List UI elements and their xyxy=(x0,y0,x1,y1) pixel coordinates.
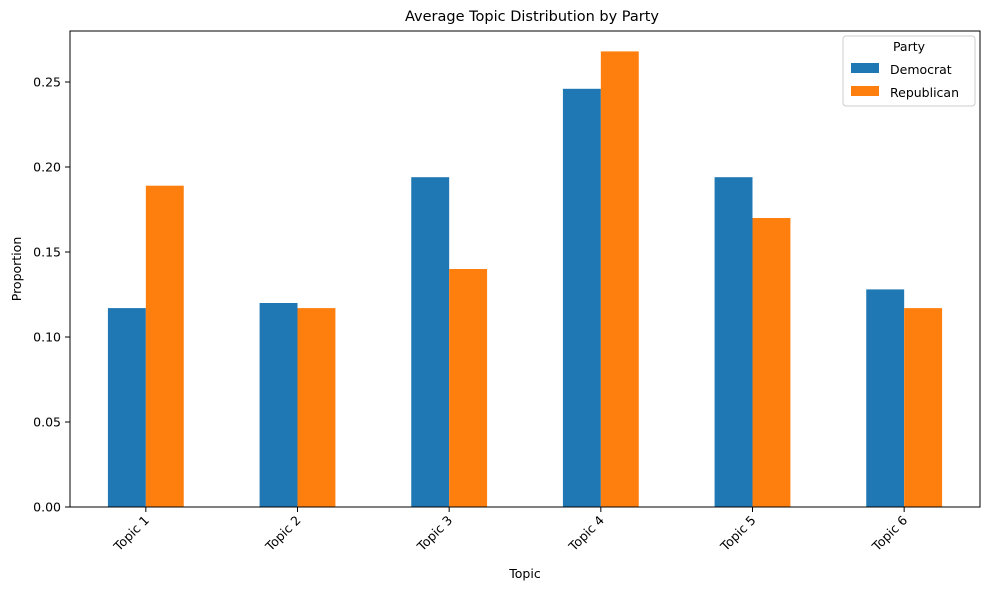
bar-republican-topic-1 xyxy=(145,185,184,507)
legend-swatch-democrat xyxy=(851,63,879,73)
bar-republican-topic-4 xyxy=(600,51,639,508)
y-tick-label: 0.25 xyxy=(33,75,61,90)
bar-republican-topic-5 xyxy=(752,218,791,507)
legend-swatch-republican xyxy=(851,86,879,96)
legend-label-republican: Republican xyxy=(890,85,959,100)
axes-frame xyxy=(69,30,981,508)
y-axis-label: Proportion xyxy=(9,237,24,302)
y-tick-label: 0.00 xyxy=(33,500,61,515)
legend-label-democrat: Democrat xyxy=(890,62,952,77)
x-tick-label: Topic 4 xyxy=(565,512,607,554)
x-tick-label: Topic 3 xyxy=(413,513,455,555)
x-tick-label: Topic 5 xyxy=(717,513,759,555)
plot-area: 0.00 0.05 0.10 0.15 0.20 0.25 Topic 1 Topic 2 To… xyxy=(33,30,981,555)
y-tick-label: 0.10 xyxy=(33,330,61,345)
bar-democrat-topic-1 xyxy=(107,308,146,507)
legend: Party Democrat Republican xyxy=(842,35,976,107)
y-tick-label: 0.20 xyxy=(33,160,61,175)
x-tick-label: Topic 6 xyxy=(868,512,910,554)
x-tick-label: Topic 1 xyxy=(110,513,152,555)
legend-title: Party xyxy=(893,39,926,54)
x-tick-label: Topic 2 xyxy=(262,513,304,555)
chart-title: Average Topic Distribution by Party xyxy=(405,9,659,25)
bar-democrat-topic-5 xyxy=(714,177,753,507)
bar-republican-topic-3 xyxy=(449,269,488,507)
y-tick-label: 0.05 xyxy=(33,415,61,430)
y-tick-label: 0.15 xyxy=(33,245,61,260)
bar-republican-topic-2 xyxy=(297,308,336,507)
bar-democrat-topic-6 xyxy=(866,289,905,507)
x-axis-label: Topic xyxy=(508,566,541,581)
bar-republican-topic-6 xyxy=(904,308,943,507)
bar-democrat-topic-3 xyxy=(411,177,450,507)
bar-democrat-topic-2 xyxy=(259,303,298,507)
bar-democrat-topic-4 xyxy=(562,88,601,508)
